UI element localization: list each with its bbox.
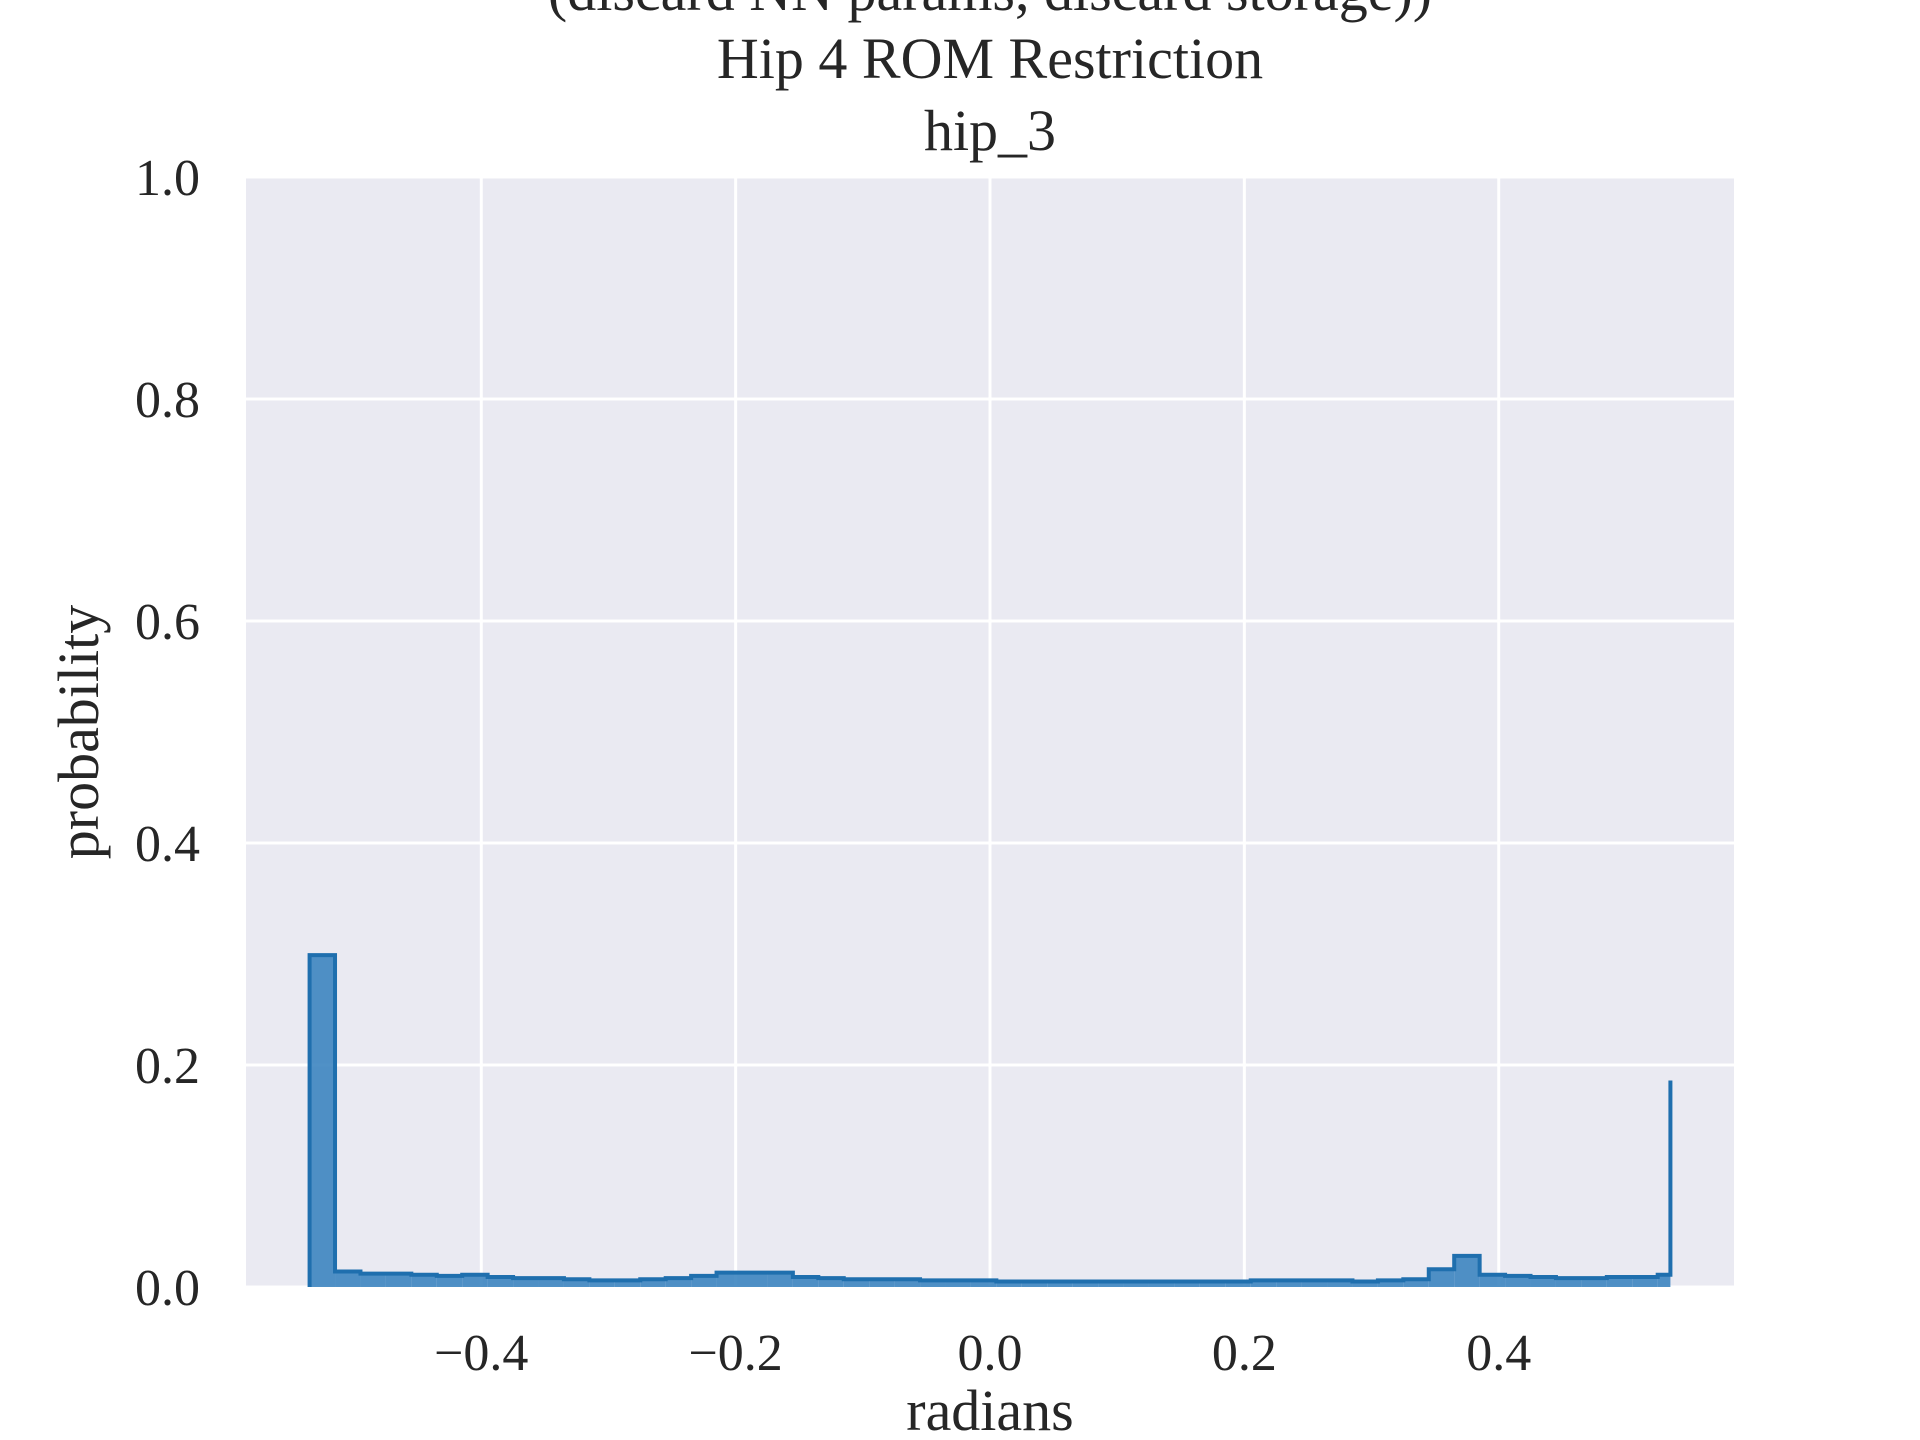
y-tick-label: 0.8 (135, 372, 200, 429)
histogram-bar (996, 1281, 1022, 1287)
histogram-bar (716, 1272, 742, 1287)
histogram-bar (1327, 1280, 1353, 1287)
histogram-bar (843, 1279, 870, 1287)
y-axis-label: probability (46, 605, 111, 860)
x-tick-label: 0.0 (958, 1325, 1023, 1382)
histogram-bar (640, 1279, 666, 1287)
histogram-bar (462, 1274, 488, 1287)
histogram-bar (792, 1277, 819, 1287)
histogram-outline (307, 953, 1673, 1287)
y-tick-label: 0.6 (135, 594, 200, 651)
histogram-bar (1454, 1255, 1480, 1287)
histogram-bar (767, 1272, 793, 1287)
histogram-bar (614, 1280, 641, 1287)
grid-lines (246, 175, 1734, 1289)
histogram-bar (1352, 1281, 1378, 1287)
histogram-bar (970, 1280, 997, 1287)
histogram-bar (742, 1272, 768, 1287)
histogram-bar (1606, 1277, 1633, 1287)
histogram-bar (1047, 1281, 1073, 1287)
histogram-bar (589, 1280, 615, 1287)
histogram-bar (1505, 1275, 1531, 1287)
histogram-bar (1225, 1281, 1251, 1287)
histogram-bar (1301, 1280, 1328, 1287)
histogram-bar (360, 1273, 386, 1287)
x-tick-label: 0.2 (1212, 1325, 1277, 1382)
histogram-bar (1148, 1281, 1175, 1287)
chart-title: (discard NN params, discard storage)) Hi… (548, 0, 1432, 163)
histogram-bar (1174, 1281, 1200, 1287)
histogram-bar (818, 1278, 844, 1287)
histogram-bar (411, 1274, 437, 1287)
histogram-bars (307, 953, 1673, 1287)
histogram-bar (436, 1275, 463, 1287)
histogram-bar (1657, 1274, 1671, 1287)
histogram-bar (920, 1280, 946, 1287)
histogram-bar (1479, 1274, 1506, 1287)
histogram-bar (1098, 1281, 1124, 1287)
histogram-bar (309, 955, 336, 1287)
histogram-bar (1377, 1280, 1404, 1287)
histogram-bar (1581, 1278, 1607, 1287)
histogram-bar (513, 1278, 539, 1287)
x-tick-label: 0.4 (1466, 1325, 1531, 1382)
y-tick-label: 0.4 (135, 816, 200, 873)
histogram-bar (1530, 1277, 1556, 1287)
title-line-2: Hip 4 ROM Restriction (717, 26, 1263, 91)
y-axis-ticks: 0.0 0.2 0.4 0.6 0.8 1.0 (135, 150, 200, 1317)
histogram-bar (894, 1279, 921, 1287)
histogram-bar (869, 1279, 895, 1287)
x-axis-label: radians (906, 1378, 1074, 1440)
x-tick-label: −0.4 (434, 1325, 528, 1382)
y-tick-label: 0.2 (135, 1038, 200, 1095)
title-line-3: hip_3 (924, 98, 1056, 163)
histogram-bar (665, 1278, 692, 1287)
histogram-bar (1632, 1277, 1658, 1287)
histogram-bar (1555, 1278, 1582, 1287)
histogram-bar (1403, 1279, 1429, 1287)
histogram-bar (1276, 1280, 1302, 1287)
x-tick-label: −0.2 (688, 1325, 782, 1382)
histogram-bar (691, 1275, 717, 1287)
histogram-bar (487, 1277, 514, 1287)
histogram-bar (538, 1278, 564, 1287)
histogram-bar (1199, 1281, 1226, 1287)
histogram-bar (1021, 1281, 1048, 1287)
histogram-bar (1123, 1281, 1149, 1287)
histogram-bar (1428, 1269, 1455, 1287)
y-tick-label: 0.0 (135, 1260, 200, 1317)
histogram-bar (385, 1273, 412, 1287)
y-tick-label: 1.0 (135, 150, 200, 207)
x-axis-ticks: −0.4 −0.2 0.0 0.2 0.4 (434, 1325, 1531, 1382)
histogram-bar (1250, 1280, 1277, 1287)
histogram-bar (335, 1271, 361, 1287)
histogram-bar (563, 1279, 590, 1287)
title-line-1: (discard NN params, discard storage)) (548, 0, 1432, 23)
histogram-bar (1072, 1281, 1099, 1287)
histogram-bar (945, 1280, 971, 1287)
